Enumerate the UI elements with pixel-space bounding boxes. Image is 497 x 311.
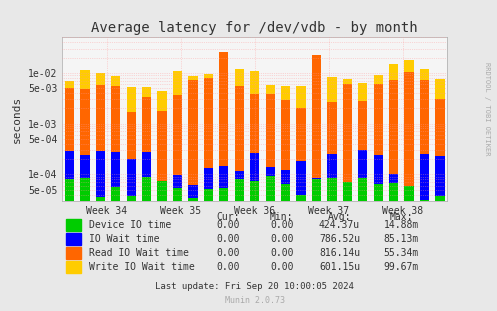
Text: Last update: Fri Sep 20 10:00:05 2024: Last update: Fri Sep 20 10:00:05 2024	[155, 282, 354, 291]
Text: 0.00: 0.00	[216, 248, 240, 258]
Text: Min:: Min:	[270, 212, 293, 222]
Text: Write IO Wait time: Write IO Wait time	[89, 262, 195, 272]
Text: RRDTOOL / TOBI OETIKER: RRDTOOL / TOBI OETIKER	[484, 62, 490, 156]
Text: 0.00: 0.00	[216, 262, 240, 272]
Text: 816.14u: 816.14u	[319, 248, 360, 258]
Y-axis label: seconds: seconds	[12, 95, 22, 143]
Text: Cur:: Cur:	[216, 212, 240, 222]
Bar	[66, 247, 82, 259]
Text: IO Wait time: IO Wait time	[89, 234, 160, 244]
Text: 0.00: 0.00	[270, 234, 293, 244]
Text: 85.13m: 85.13m	[384, 234, 418, 244]
Text: 424.37u: 424.37u	[319, 220, 360, 230]
Title: Average latency for /dev/vdb - by month: Average latency for /dev/vdb - by month	[91, 21, 418, 35]
Text: 0.00: 0.00	[216, 220, 240, 230]
Text: 0.00: 0.00	[270, 262, 293, 272]
Text: 0.00: 0.00	[216, 234, 240, 244]
Text: Avg:: Avg:	[328, 212, 351, 222]
Text: 786.52u: 786.52u	[319, 234, 360, 244]
Text: 55.34m: 55.34m	[384, 248, 418, 258]
Text: 0.00: 0.00	[270, 248, 293, 258]
Text: Read IO Wait time: Read IO Wait time	[89, 248, 189, 258]
Text: 0.00: 0.00	[270, 220, 293, 230]
Text: 14.88m: 14.88m	[384, 220, 418, 230]
Text: 99.67m: 99.67m	[384, 262, 418, 272]
Bar	[66, 219, 82, 231]
Bar	[66, 261, 82, 273]
Text: Max:: Max:	[389, 212, 413, 222]
Bar	[66, 233, 82, 245]
Text: Device IO time: Device IO time	[89, 220, 171, 230]
Text: 601.15u: 601.15u	[319, 262, 360, 272]
Text: Munin 2.0.73: Munin 2.0.73	[225, 296, 285, 305]
